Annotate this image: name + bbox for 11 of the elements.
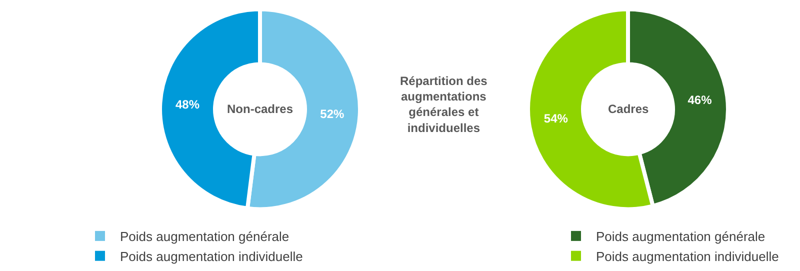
legend-label: Poids augmentation générale	[120, 229, 290, 244]
text: Répartition des augmentations générales et individuelles	[400, 74, 488, 135]
data-label: 46%	[688, 93, 712, 108]
text: Non-cadres	[227, 102, 294, 116]
legend-label: Poids augmentation individuelle	[596, 248, 779, 264]
legend-label: Poids augmentation générale	[596, 229, 766, 244]
data-label: 54%	[544, 111, 568, 126]
legend-label: Poids augmentation individuelle	[120, 248, 303, 264]
data-label: 48%	[175, 98, 200, 112]
text: Cadres	[608, 102, 650, 116]
data-label: 52%	[320, 106, 345, 121]
